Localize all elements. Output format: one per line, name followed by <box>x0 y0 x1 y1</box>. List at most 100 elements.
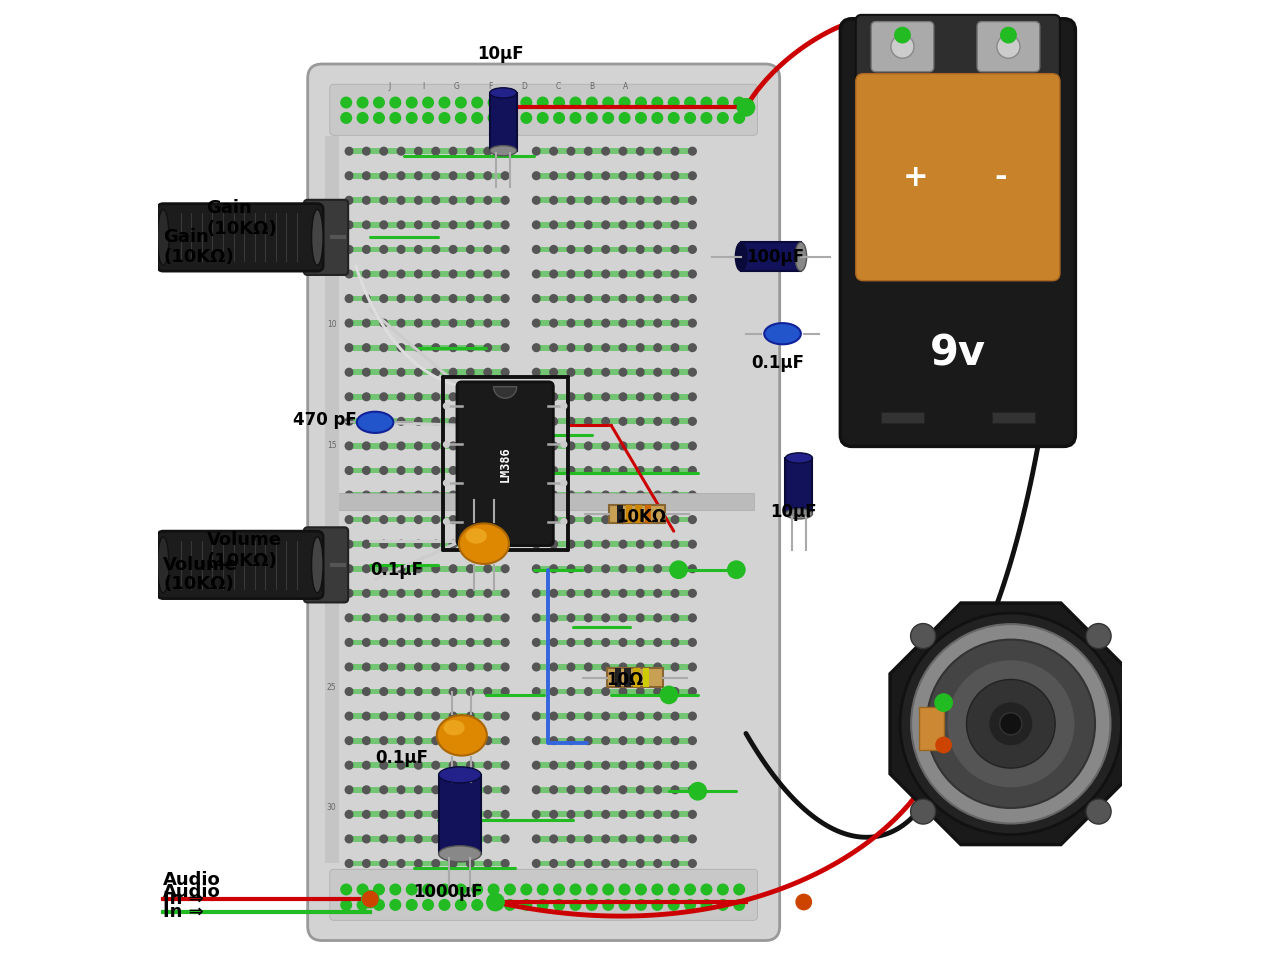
Circle shape <box>340 98 352 108</box>
Circle shape <box>636 688 644 696</box>
Circle shape <box>652 98 663 108</box>
Bar <box>644 418 654 424</box>
Circle shape <box>415 688 422 696</box>
Circle shape <box>689 467 696 474</box>
Bar <box>644 320 654 326</box>
Text: Audio
In ⇒: Audio In ⇒ <box>164 883 221 922</box>
Circle shape <box>689 540 696 548</box>
Circle shape <box>415 860 422 867</box>
Bar <box>593 492 602 497</box>
Bar <box>540 639 550 645</box>
Circle shape <box>603 899 613 910</box>
Circle shape <box>585 860 593 867</box>
Circle shape <box>380 614 388 622</box>
Circle shape <box>602 540 609 548</box>
Bar <box>370 468 380 473</box>
Bar <box>609 504 666 523</box>
Bar <box>678 566 689 572</box>
Bar <box>678 296 689 301</box>
Bar <box>662 320 671 326</box>
Bar <box>662 713 671 719</box>
Bar <box>540 664 550 669</box>
Bar <box>678 443 689 449</box>
Circle shape <box>602 295 609 302</box>
Circle shape <box>502 221 509 229</box>
Bar <box>370 787 380 793</box>
Circle shape <box>671 344 678 352</box>
Bar <box>662 664 671 669</box>
Bar <box>439 689 449 695</box>
Bar <box>475 443 484 449</box>
Circle shape <box>532 368 540 376</box>
Bar <box>609 222 620 228</box>
Bar <box>388 369 397 375</box>
Ellipse shape <box>735 242 748 271</box>
Bar <box>644 861 654 867</box>
Circle shape <box>380 786 388 794</box>
Circle shape <box>467 368 475 376</box>
Bar <box>575 296 585 301</box>
Bar <box>422 271 431 277</box>
Bar <box>678 517 689 523</box>
Circle shape <box>654 344 662 352</box>
Bar <box>575 713 585 719</box>
Circle shape <box>449 516 457 524</box>
Circle shape <box>654 393 662 401</box>
Bar <box>627 320 636 326</box>
Circle shape <box>380 196 388 204</box>
Ellipse shape <box>466 528 486 544</box>
Circle shape <box>484 270 492 278</box>
Circle shape <box>689 589 696 597</box>
Bar <box>662 861 671 867</box>
Ellipse shape <box>157 210 169 266</box>
Circle shape <box>668 899 678 910</box>
Bar <box>593 222 602 228</box>
Bar <box>575 394 585 400</box>
Circle shape <box>431 786 439 794</box>
Bar <box>558 836 567 841</box>
Bar <box>475 492 484 497</box>
Circle shape <box>620 899 630 910</box>
Circle shape <box>467 467 475 474</box>
Bar <box>558 271 567 277</box>
Bar <box>388 713 397 719</box>
Bar <box>439 345 449 351</box>
Bar <box>644 639 654 645</box>
Bar <box>540 197 550 203</box>
Bar <box>575 271 585 277</box>
Circle shape <box>570 899 581 910</box>
Circle shape <box>660 686 677 703</box>
Bar <box>644 566 654 572</box>
Circle shape <box>911 624 1111 823</box>
Bar <box>644 394 654 400</box>
Circle shape <box>346 467 353 474</box>
Circle shape <box>620 786 627 794</box>
Circle shape <box>484 196 492 204</box>
Text: Audio: Audio <box>164 870 221 889</box>
Bar <box>475 787 484 793</box>
Circle shape <box>346 786 353 794</box>
Circle shape <box>502 344 509 352</box>
Circle shape <box>654 368 662 376</box>
Bar <box>404 787 415 793</box>
Bar <box>457 345 467 351</box>
Circle shape <box>397 270 404 278</box>
Circle shape <box>467 221 475 229</box>
Text: 10KΩ: 10KΩ <box>616 508 666 526</box>
Bar <box>678 713 689 719</box>
Circle shape <box>346 368 353 376</box>
Bar <box>353 689 362 695</box>
Circle shape <box>620 589 627 597</box>
FancyBboxPatch shape <box>856 73 1060 281</box>
Bar <box>370 738 380 744</box>
Circle shape <box>467 319 475 327</box>
Circle shape <box>671 639 678 646</box>
Circle shape <box>374 98 384 108</box>
Circle shape <box>422 884 434 895</box>
Bar <box>475 639 484 645</box>
Circle shape <box>467 245 475 253</box>
Circle shape <box>620 860 627 867</box>
Bar <box>439 468 449 473</box>
Circle shape <box>521 98 531 108</box>
Circle shape <box>636 393 644 401</box>
